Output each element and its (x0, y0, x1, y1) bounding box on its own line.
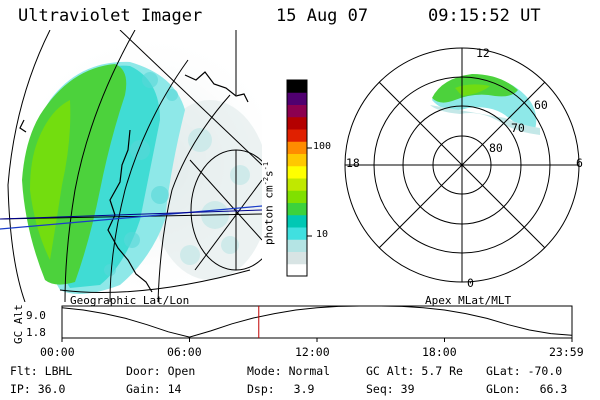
xtick-2359: 23:59 (549, 345, 584, 359)
status-gain-value: 14 (167, 382, 182, 396)
colorbar-tick-10: 10 (316, 229, 329, 240)
status-ip-key: IP: (10, 382, 31, 396)
status-glat-key: GLat: (486, 364, 521, 378)
colorbar-tick-100: 100 (313, 141, 332, 152)
colorbar-swatch (287, 178, 307, 191)
mlat-label-80: 80 (489, 141, 503, 155)
status-door-key: Door: (126, 364, 161, 378)
altitude-ytick-bottom: 1.8 (26, 326, 46, 339)
xtick-0600: 06:00 (167, 345, 202, 359)
status-ip: IP: 36.0 (10, 382, 65, 396)
altitude-ytick-top: 9.0 (26, 309, 46, 322)
status-gain: Gain: 14 (126, 382, 181, 396)
xtick-1800: 18:00 (422, 345, 457, 359)
status-seq-value: 39 (400, 382, 415, 396)
status-dsp-value: 3.9 (293, 382, 315, 396)
status-glon-value: 66.3 (539, 382, 568, 396)
altitude-ylabel: GC Alt (12, 304, 25, 344)
status-flt-key: Flt: (10, 364, 38, 378)
colorbar-swatch (287, 190, 307, 203)
status-seq: Seq: 39 (366, 382, 415, 396)
colorbar-swatch (287, 129, 307, 142)
status-dsp: Dsp: 3.9 (247, 382, 314, 396)
time-label: 09:15:52 UT (428, 6, 541, 26)
status-glon-key: GLon: (486, 382, 521, 396)
colorbar-swatch (287, 251, 307, 265)
colorbar-swatch (287, 202, 307, 216)
colorbar-swatch (287, 227, 307, 240)
status-ip-value: 36.0 (37, 382, 66, 396)
mlt-label-0: 0 (467, 276, 474, 290)
status-mode-value: Normal (288, 364, 331, 378)
status-gain-key: Gain: (126, 382, 161, 396)
status-door-value: Open (167, 364, 196, 378)
colorbar-swatch (287, 153, 307, 167)
status-glon: GLon: 66.3 (486, 382, 567, 396)
mlt-label-12: 12 (476, 46, 490, 60)
right-panel-label: Apex MLat/MLT (425, 294, 512, 307)
colorbar-swatch (287, 141, 307, 154)
colorbar-swatch (287, 263, 307, 277)
status-glat-value: -70.0 (527, 364, 563, 378)
status-door: Door: Open (126, 364, 195, 378)
altitude-curve (61, 305, 572, 338)
status-glat: GLat: -70.0 (486, 364, 562, 378)
colorbar-swatch (287, 116, 307, 130)
left-panel-label: Geographic Lat/Lon (70, 294, 190, 307)
colorbar-swatch (287, 165, 307, 179)
status-mode-key: Mode: (247, 364, 282, 378)
colorbar-swatch (287, 104, 307, 118)
xtick-0000: 00:00 (40, 345, 75, 359)
mlat-label-70: 70 (511, 121, 525, 135)
colorbar-swatch (287, 214, 307, 228)
xtick-1200: 12:00 (295, 345, 330, 359)
status-mode: Mode: Normal (247, 364, 330, 378)
status-dsp-key: Dsp: (247, 382, 275, 396)
instrument-title: Ultraviolet Imager (18, 6, 203, 26)
colorbar-swatch (287, 92, 307, 105)
status-gcalt-value: 5.7 Re (421, 364, 463, 378)
status-flt-value: LBHL (44, 364, 73, 378)
status-gcalt: GC Alt: 5.7 Re (366, 364, 463, 378)
status-gcalt-key: GC Alt: (366, 364, 415, 378)
colorbar-swatch (287, 80, 307, 93)
colorbar-swatch (287, 239, 307, 252)
mlt-label-6: 6 (576, 156, 583, 170)
status-flt: Flt: LBHL (10, 364, 72, 378)
status-seq-key: Seq: (366, 382, 394, 396)
mlt-label-18: 18 (346, 156, 360, 170)
mlat-label-60: 60 (534, 98, 548, 112)
date-label: 15 Aug 07 (276, 6, 369, 26)
